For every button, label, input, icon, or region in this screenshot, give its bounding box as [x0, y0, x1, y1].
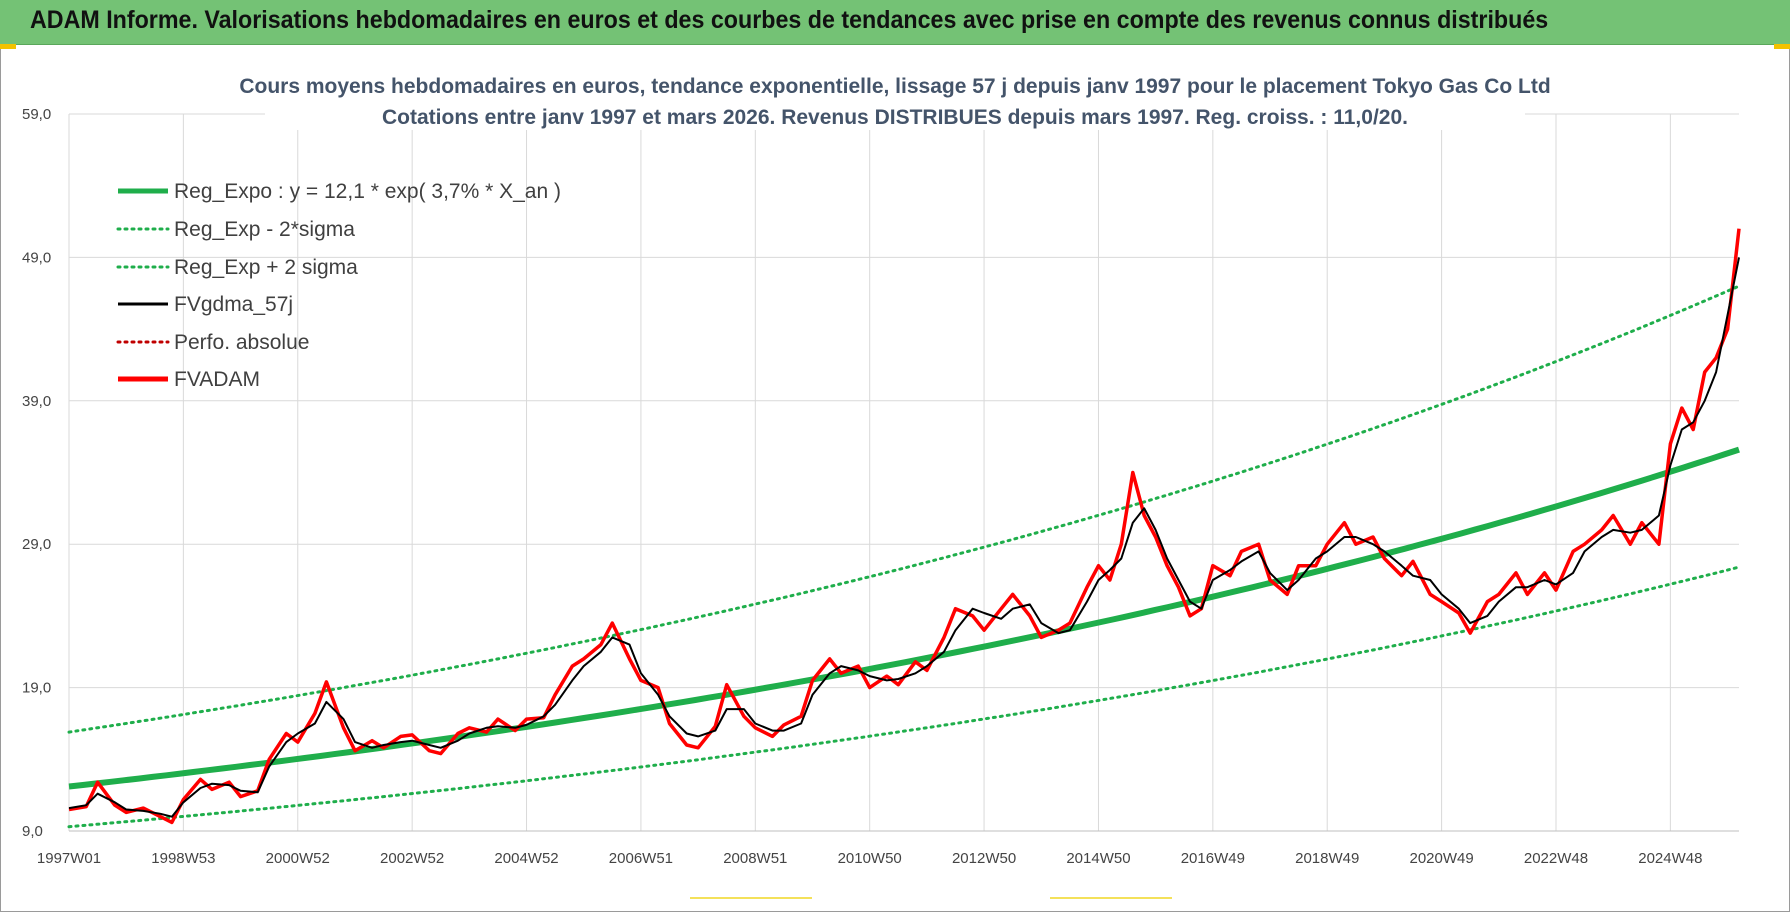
x-tick-label: 2000W52	[266, 850, 330, 867]
x-tick-label: 2006W51	[609, 850, 673, 867]
legend-perfo-label: Perfo. absolue	[174, 331, 309, 354]
x-tick-label: 1998W53	[151, 850, 215, 867]
x-tick-label: 2016W49	[1181, 850, 1245, 867]
x-tick-label: 2024W48	[1638, 850, 1702, 867]
bottom-accent-1	[690, 897, 812, 899]
y-tick-label: 39,0	[22, 393, 51, 410]
series-fvgdma	[68, 257, 1740, 818]
y-tick-label: 59,0	[22, 106, 51, 123]
legend-reg-exp-plus-label: Reg_Exp + 2 sigma	[174, 256, 358, 279]
y-tick-label: 29,0	[22, 536, 51, 553]
series-reg-exp-plus	[67, 284, 1741, 734]
series-reg-exp-minus	[67, 565, 1741, 829]
legend-reg-exp-minus-label: Reg_Exp - 2*sigma	[174, 218, 355, 241]
y-tick-label: 49,0	[22, 249, 51, 266]
x-tick-label: 2020W49	[1409, 850, 1473, 867]
x-axis-ticks: 1997W01 1998W53 2000W52 2002W52 2004W52 2006W…	[37, 850, 1703, 867]
legend: Reg_Expo : y = 12,1 * exp( 3,7% * X_an )…	[116, 180, 561, 391]
y-tick-label: 19,0	[22, 680, 51, 697]
x-tick-label: 2012W50	[952, 850, 1016, 867]
chart-title: Cours moyens hebdomadaires en euros, ten…	[239, 75, 1550, 98]
legend-fvgdma-label: FVgdma_57j	[174, 293, 293, 316]
y-axis-ticks: 9,0 19,0 29,0 39,0 49,0 59,0	[22, 106, 51, 840]
series-lines	[67, 228, 1741, 829]
x-tick-label: 2004W52	[494, 850, 558, 867]
x-tick-label: 2002W52	[380, 850, 444, 867]
legend-reg-expo-label: Reg_Expo : y = 12,1 * exp( 3,7% * X_an )	[174, 180, 561, 203]
corner-accent-left	[0, 44, 16, 49]
corner-accent-right	[1774, 44, 1790, 49]
x-tick-label: 2018W49	[1295, 850, 1359, 867]
x-tick-label: 2022W48	[1524, 850, 1588, 867]
x-tick-label: 1997W01	[37, 850, 101, 867]
series-reg-expo	[68, 446, 1740, 790]
legend-fvadam-label: FVADAM	[174, 368, 260, 391]
report-banner: ADAM Informe. Valorisations hebdomadaire…	[0, 0, 1790, 45]
series-fvadam	[68, 228, 1741, 825]
banner-title: ADAM Informe. Valorisations hebdomadaire…	[30, 6, 1549, 34]
bottom-accent-2	[1050, 897, 1172, 899]
x-tick-label: 2010W50	[838, 850, 902, 867]
y-tick-label: 9,0	[22, 823, 43, 840]
x-tick-label: 2008W51	[723, 850, 787, 867]
x-tick-label: 2014W50	[1066, 850, 1130, 867]
chart-subtitle: Cotations entre janv 1997 et mars 2026. …	[382, 106, 1408, 129]
title-background	[265, 70, 1525, 130]
